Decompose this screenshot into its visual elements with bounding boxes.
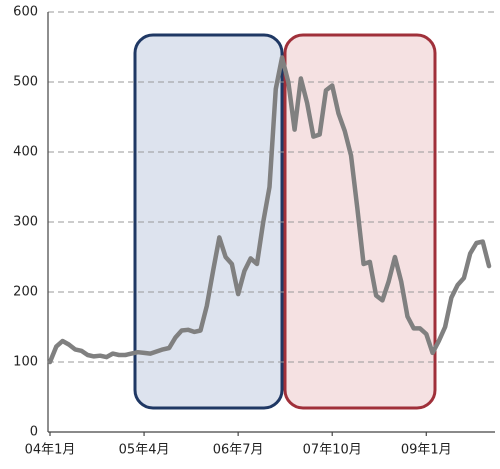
y-tick-label: 500 xyxy=(13,75,38,90)
x-tick-label: 06年7月 xyxy=(213,443,264,458)
x-tick-label: 04年1月 xyxy=(25,443,76,458)
y-tick-label: 600 xyxy=(13,5,38,20)
x-tick-label: 09年1月 xyxy=(401,443,452,458)
x-tick-label: 05年4月 xyxy=(119,443,170,458)
y-tick-label: 300 xyxy=(13,215,38,230)
series-line xyxy=(47,55,492,365)
y-tick-label: 0 xyxy=(30,425,38,440)
y-tick-label: 200 xyxy=(13,285,38,300)
y-tick-label: 100 xyxy=(13,355,38,370)
y-tick-label: 400 xyxy=(13,145,38,160)
x-tick-label: 07年10月 xyxy=(303,443,362,458)
